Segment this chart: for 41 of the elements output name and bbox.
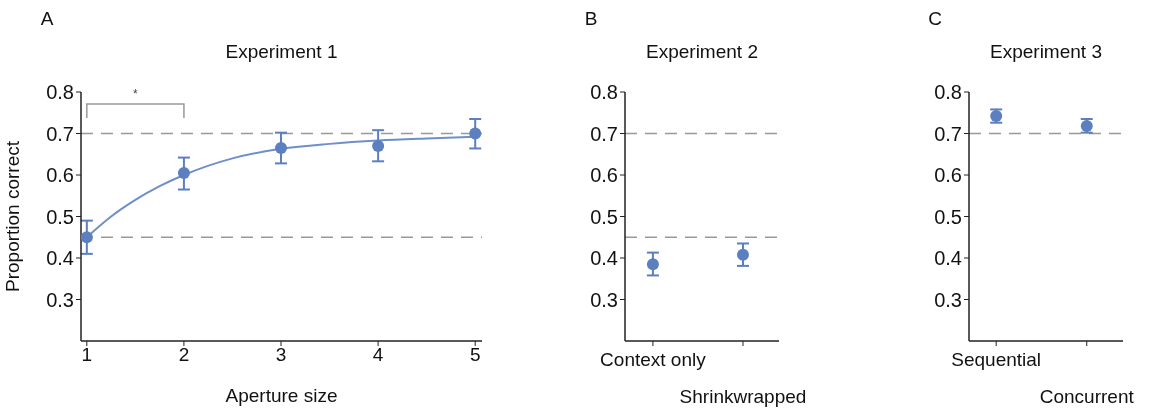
point [372,139,385,152]
y-tick-label: 0.8 [590,81,618,104]
text: C [928,8,942,29]
y-tick-label: 0.8 [46,81,74,104]
y-tick-label: 0.3 [46,288,74,311]
y-tick-label: 0.5 [934,205,962,228]
x-tick-label: 5 [469,344,481,366]
y-tick-label: 0.5 [46,205,74,228]
point [275,142,288,155]
chart-title: Experiment 2 [646,41,758,62]
y-tick-label: 0.3 [934,288,962,311]
y-tick-label: 0.7 [934,122,962,145]
point [469,127,482,140]
y-tick-label: 0.6 [46,164,74,187]
x-tick-label: 4 [372,344,384,366]
y-tick-label: 0.4 [590,247,618,270]
x-axis-title: Aperture size [225,385,338,406]
point [81,231,93,244]
chart-title: Experiment 1 [225,41,338,62]
y-tick-label: 0.4 [934,247,962,270]
x-tick-label: Sequential [951,349,1042,370]
y-axis-title: Proportion correct [2,140,23,293]
chart-title: Experiment 3 [990,41,1102,62]
text: A [40,8,54,29]
x-tick-label: 3 [275,344,287,366]
y-tick-label: 0.3 [590,288,618,311]
x-tick-label: 1 [81,344,93,366]
x-tick-label: Context only [600,349,707,370]
text: B [584,8,598,29]
y-tick-label: 0.6 [934,164,962,187]
annotation: * [133,87,139,101]
point [177,166,190,179]
y-tick-label: 0.7 [46,122,74,145]
x-tick-label: Concurrent [1039,386,1135,407]
y-tick-label: 0.7 [590,122,618,145]
x-tick-label: Shrinkwrapped [679,386,807,407]
y-tick-label: 0.6 [590,164,618,187]
y-tick-label: 0.5 [590,205,618,228]
y-tick-label: 0.8 [934,81,962,104]
y-tick-label: 0.4 [46,247,74,270]
x-tick-label: 2 [178,344,190,366]
